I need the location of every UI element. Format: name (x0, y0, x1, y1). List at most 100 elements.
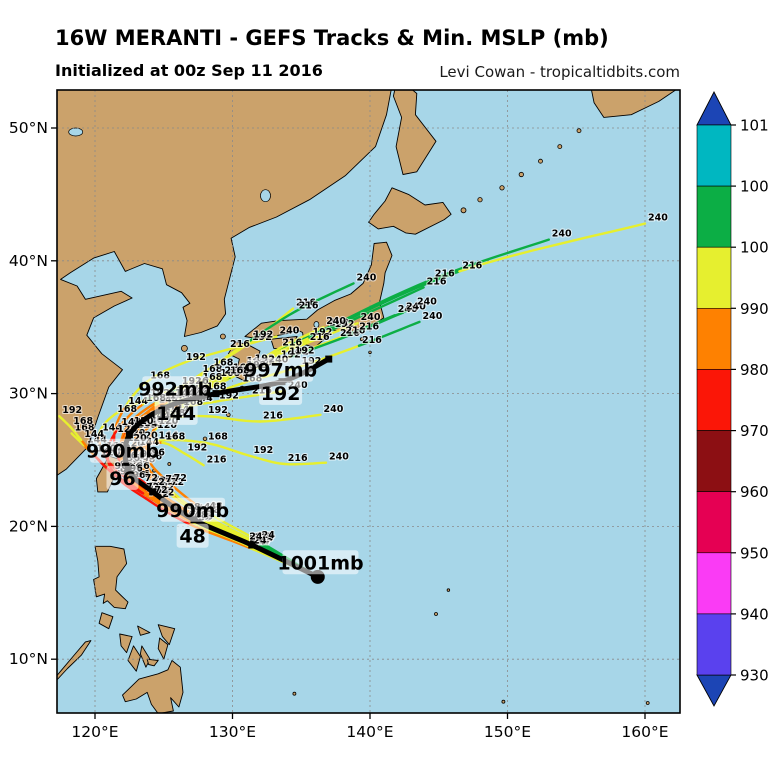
hour-label: 192 (62, 405, 82, 416)
lake (68, 127, 84, 137)
ensemble-track-seg (137, 464, 164, 490)
island-dot (167, 462, 172, 466)
ensemble-track-seg (458, 222, 647, 273)
grid-layer (57, 90, 680, 713)
island-dot (446, 588, 451, 592)
hour-label: 96 (137, 469, 151, 480)
axes-layer: 120°E 130°E 140°E 150°E 160°E 50°N 40°N 30°N 20°… (9, 119, 669, 741)
island-dot (434, 612, 438, 616)
hour-label: 24 (256, 537, 270, 548)
colorbar-tick-label: 960 (740, 483, 768, 501)
init-time-label: Initialized at 00z Sep 11 2016 (55, 61, 323, 80)
colorbar: 1010 1005 1000 990 980 970 960 950 940 930 (696, 91, 768, 707)
ensemble-track-seg (214, 395, 251, 403)
hour-label: 24 (253, 535, 267, 546)
ensemble-track-seg (161, 441, 186, 455)
colorbar-tick-label: 940 (740, 605, 768, 623)
hour-label: 192 (335, 319, 355, 330)
colorbar-arrow-bottom (696, 674, 732, 707)
ensemble-track-seg (154, 438, 207, 444)
island-dot (202, 436, 208, 441)
hour-label: 144 (84, 429, 104, 440)
colorbar-tick-label: 970 (740, 422, 768, 440)
mslp-label-text: 48 (179, 526, 205, 548)
hour-label: 240 (324, 404, 344, 415)
mslp-label-text: 990mb (156, 500, 229, 522)
island-dot (180, 344, 188, 352)
hour-label: 216 (359, 322, 379, 333)
mean-track-marker (149, 488, 157, 496)
hour-label: 72 (165, 477, 178, 488)
mean-track-marker (325, 355, 333, 363)
hour-label: 192 (186, 352, 206, 363)
hour-label: 168 (208, 432, 228, 443)
mslp-label-box (142, 376, 208, 401)
hour-label: 216 (299, 300, 319, 311)
hour-label: 72 (161, 488, 174, 499)
x-axis-label: 160°E (621, 723, 668, 741)
hour-label: 72 (152, 477, 165, 488)
hour-label: 192 (187, 442, 207, 453)
island-dot (292, 691, 297, 696)
hour-label: 24 (256, 531, 270, 542)
hour-label: 192 (208, 405, 228, 416)
hour-label: 192 (252, 332, 272, 343)
hour-label: 192 (329, 318, 349, 329)
hour-label: 24 (253, 534, 267, 545)
colorbar-tick-label: 1010 (740, 117, 768, 135)
hour-label: 240 (423, 311, 443, 322)
ensemble-track-seg (225, 335, 278, 351)
ensemble-track-seg (308, 270, 461, 339)
island-dot (557, 144, 563, 150)
colorbar-tick-label: 950 (740, 544, 768, 562)
x-axis-label: 140°E (346, 723, 393, 741)
mslp-label-box (248, 357, 314, 382)
mslp-label-box (154, 400, 198, 425)
lake (313, 321, 320, 328)
ensemble-track-seg (324, 278, 434, 330)
hour-label: 144 (102, 422, 122, 433)
mslp-label-text: 990mb (86, 441, 159, 463)
landmass-luzon (93, 545, 129, 610)
hour-label: 216 (346, 326, 366, 337)
hour-label: 72 (153, 476, 166, 487)
hour-label: 240 (398, 304, 418, 315)
hour-label: 192 (313, 327, 333, 338)
island-dot (645, 701, 650, 705)
mslp-label-box (176, 523, 209, 548)
hour-label: 24 (259, 531, 273, 542)
landmass-mindanao (122, 660, 184, 713)
colorbar-segment (696, 491, 732, 554)
hour-label: 168 (73, 416, 93, 427)
ensemble-track-seg (70, 432, 86, 447)
hour-label: 72 (171, 477, 184, 488)
mean-track-marker (125, 431, 133, 439)
mslp-label-text: 997mb (244, 360, 317, 382)
colorbar-segment (696, 185, 732, 248)
hour-label: 216 (288, 453, 308, 464)
hour-label: 24 (258, 531, 272, 542)
colorbar-segment (696, 552, 732, 615)
island-dot (219, 333, 226, 340)
landmass-panay (119, 633, 133, 654)
ensemble-track-seg (113, 405, 127, 436)
hour-label: 24 (258, 534, 272, 545)
hour-label: 168 (165, 432, 185, 443)
ensemble-track-seg (203, 415, 262, 423)
colorbar-segment (696, 369, 732, 431)
hour-label: 24 (249, 531, 263, 542)
x-axis-label: 130°E (209, 723, 256, 741)
colorbar-arrow-top (696, 91, 732, 126)
x-axis-label: 120°E (71, 723, 118, 741)
page-title: 16W MERANTI - GEFS Tracks & Min. MSLP (m… (55, 26, 609, 50)
ensemble-track-seg (258, 413, 322, 423)
colorbar-segment (696, 613, 732, 676)
mslp-label-text: 96 (109, 468, 135, 490)
colorbar-tick-label: 1000 (740, 239, 768, 257)
island-dot (518, 171, 524, 178)
island-dot (460, 207, 467, 214)
hour-label: 168 (220, 368, 240, 379)
y-axis-label: 20°N (9, 517, 48, 535)
